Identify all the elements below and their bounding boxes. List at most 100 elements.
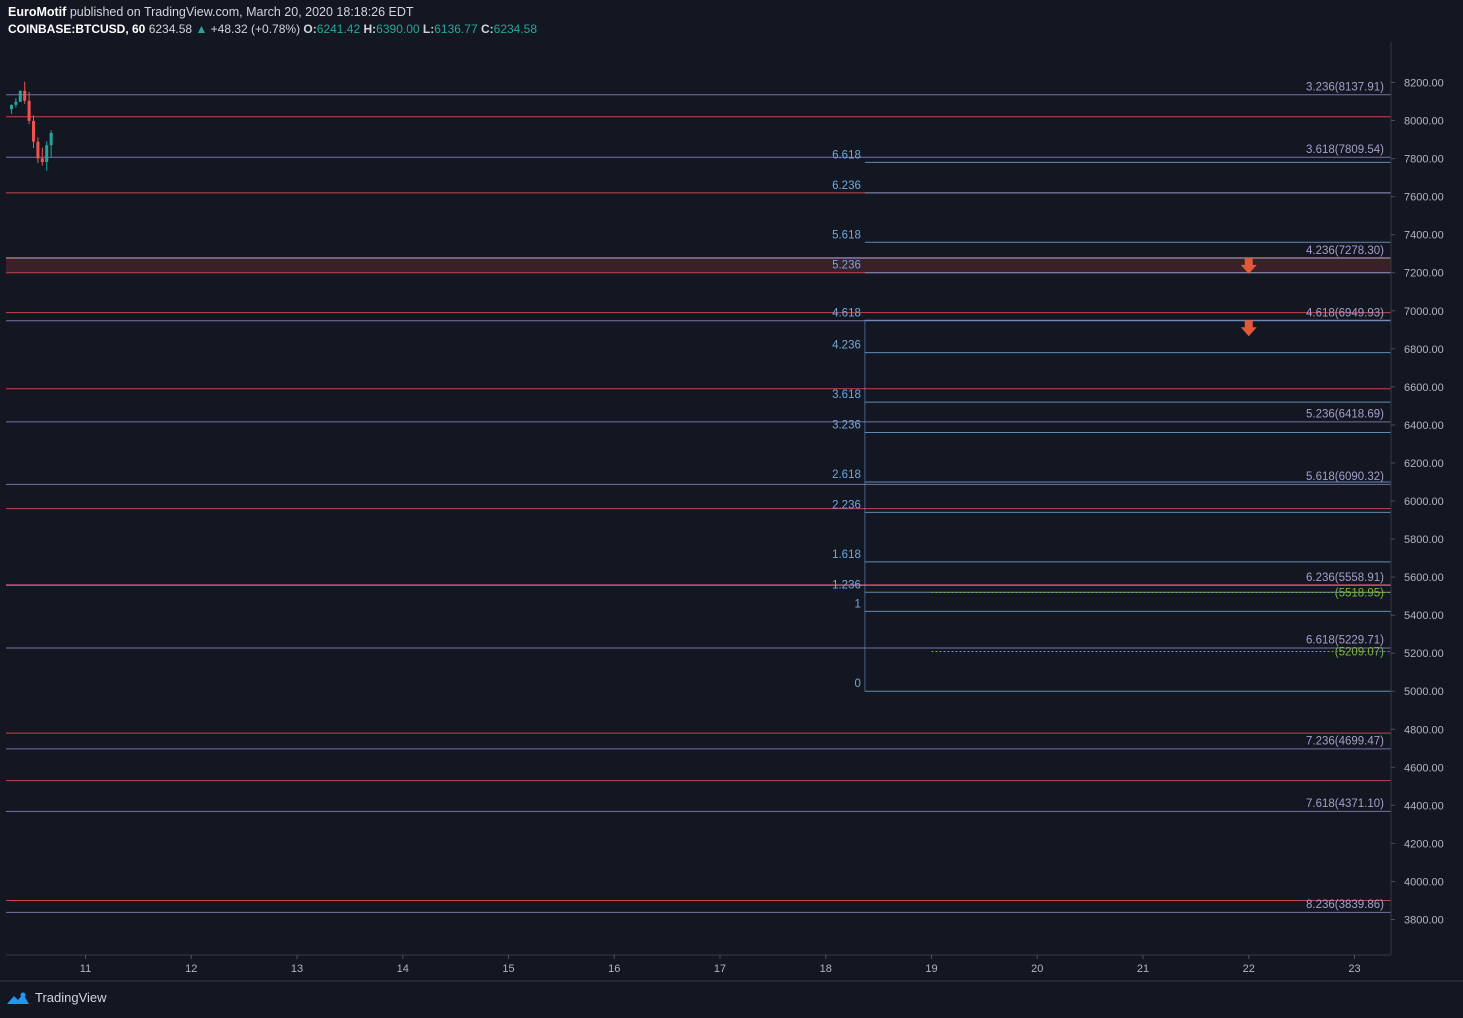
blue-fib-ratio: 1.236 xyxy=(832,579,861,591)
purple-fib-label: 3.236(8137.91) xyxy=(1306,81,1384,93)
close-value: 6234.58 xyxy=(493,22,538,36)
purple-fib-label: 4.618(6949.93) xyxy=(1306,307,1384,319)
fib-extension: 6.618 6.236 5.618 5.236 4.618 4.236 3.618 3.236… xyxy=(832,149,1391,692)
purple-fib-label: 4.236(7278.30) xyxy=(1306,245,1384,257)
green-fib-label: (5209.07) xyxy=(1335,646,1384,658)
ohlc-line: COINBASE:BTCUSD, 60 6234.58 ▲ +48.32 (+0… xyxy=(8,21,537,38)
candle-body xyxy=(27,100,31,121)
purple-fib-label: 5.618(6090.32) xyxy=(1306,471,1384,483)
x-tick-label: 17 xyxy=(714,963,726,975)
y-tick-label: 6800.00 xyxy=(1404,344,1444,356)
blue-fib-ratio: 3.236 xyxy=(832,420,861,432)
x-tick-label: 15 xyxy=(502,963,514,975)
candle-body xyxy=(45,145,49,162)
blue-fib-ratio: 0 xyxy=(854,678,860,690)
candle-body xyxy=(49,132,53,146)
x-tick-label: 22 xyxy=(1243,963,1255,975)
high-label: H: xyxy=(363,22,377,36)
blue-fib-ratio: 1.618 xyxy=(832,549,861,561)
y-tick-label: 4200.00 xyxy=(1404,838,1444,850)
y-tick-label: 6600.00 xyxy=(1404,382,1444,394)
y-tick-label: 5200.00 xyxy=(1404,648,1444,660)
candle-body xyxy=(14,101,18,105)
arrows xyxy=(1240,257,1257,337)
candle-body xyxy=(23,90,27,101)
candles xyxy=(9,81,53,171)
blue-fib-ratio: 1 xyxy=(854,598,860,610)
y-tick-label: 4000.00 xyxy=(1404,876,1444,888)
blue-fib-ratio: 2.236 xyxy=(832,499,861,511)
x-tick-label: 11 xyxy=(80,963,91,975)
blue-fib-ratio: 4.618 xyxy=(832,307,861,319)
axes: 8200.00 8000.00 7800.00 7600.00 7400.00 7200.… xyxy=(0,42,1463,982)
symbol-label[interactable]: COINBASE:BTCUSD, 60 xyxy=(8,22,146,36)
blue-fib-ratio: 5.618 xyxy=(832,229,861,241)
high-value: 6390.00 xyxy=(376,22,420,36)
down-arrow-icon xyxy=(1240,257,1257,274)
candle-body xyxy=(32,120,36,142)
y-tick-label: 5800.00 xyxy=(1404,534,1444,546)
y-tick-label: 7200.00 xyxy=(1404,268,1444,280)
chart-header: EuroMotif published on TradingView.com, … xyxy=(8,4,537,38)
y-tick-label: 7600.00 xyxy=(1404,192,1444,204)
y-tick-label: 5400.00 xyxy=(1404,610,1444,622)
y-tick-label: 8200.00 xyxy=(1404,78,1444,90)
purple-fib-label: 6.236(5558.91) xyxy=(1306,572,1384,584)
tradingview-logo-icon xyxy=(7,992,29,1004)
up-triangle-icon: ▲ xyxy=(195,22,208,36)
y-tick-label: 8000.00 xyxy=(1404,116,1444,128)
y-tick-label: 7800.00 xyxy=(1404,154,1444,166)
y-tick-label: 3800.00 xyxy=(1404,915,1444,927)
close-label: C: xyxy=(480,22,494,36)
last-price: 6234.58 xyxy=(148,22,193,36)
x-tick-label: 19 xyxy=(925,963,937,975)
x-tick-label: 13 xyxy=(291,963,303,975)
y-tick-label: 4800.00 xyxy=(1404,724,1444,736)
y-tick-label: 5600.00 xyxy=(1404,572,1444,584)
low-label: L: xyxy=(422,22,435,36)
y-tick-label: 6200.00 xyxy=(1404,458,1444,470)
purple-fib-label: 3.618(7809.54) xyxy=(1306,144,1384,156)
down-arrow-icon xyxy=(1240,320,1257,337)
y-tick-label: 7000.00 xyxy=(1404,306,1444,318)
purple-fib-label: 8.236(3839.86) xyxy=(1306,899,1384,911)
green-fib-label: (5518.95) xyxy=(1335,588,1384,600)
y-tick-label: 6000.00 xyxy=(1404,496,1444,508)
tradingview-brand[interactable]: TradingView xyxy=(35,990,107,1005)
blue-fib-ratio: 3.618 xyxy=(832,389,861,401)
blue-fib-ratio: 5.236 xyxy=(832,260,861,272)
x-tick-label: 20 xyxy=(1031,963,1043,975)
footer: TradingView xyxy=(6,990,107,1005)
candle-body xyxy=(36,141,40,159)
resistance-zone-rect xyxy=(6,257,1391,273)
open-value: 6241.42 xyxy=(316,22,361,36)
blue-fib-ratio: 6.618 xyxy=(832,149,861,161)
blue-fib-ratio: 2.618 xyxy=(832,469,861,481)
purple-fib-label: 5.236(6418.69) xyxy=(1306,408,1384,420)
x-tick-label: 23 xyxy=(1348,963,1360,975)
publisher-name[interactable]: EuroMotif xyxy=(8,5,67,19)
y-tick-label: 6400.00 xyxy=(1404,420,1444,432)
blue-fib-ratio: 4.236 xyxy=(832,340,861,352)
y-tick-label: 4400.00 xyxy=(1404,800,1444,812)
x-tick-label: 12 xyxy=(185,963,197,975)
y-tick-label: 4600.00 xyxy=(1404,762,1444,774)
published-text: published on TradingView.com, March 20, … xyxy=(69,5,414,19)
y-tick-label: 7400.00 xyxy=(1404,230,1444,242)
resistance-zone xyxy=(6,257,1391,273)
open-label: O: xyxy=(303,22,317,36)
purple-fib-label: 6.618(5229.71) xyxy=(1306,635,1384,647)
price-change: +48.32 (+0.78%) xyxy=(210,22,301,36)
fib-labels: 3.236(8137.91) 3.618(7809.54) 4.236(7278.3… xyxy=(931,81,1391,911)
publish-line: EuroMotif published on TradingView.com, … xyxy=(8,4,537,21)
purple-fib-label: 7.618(4371.10) xyxy=(1306,798,1384,810)
blue-fib-ratio: 6.236 xyxy=(832,180,861,192)
purple-fib-label: 7.236(4699.47) xyxy=(1306,735,1384,747)
x-tick-label: 18 xyxy=(820,963,832,975)
candle-body xyxy=(9,104,13,110)
x-tick-label: 14 xyxy=(397,963,409,975)
x-tick-label: 21 xyxy=(1137,963,1149,975)
horizontal-levels xyxy=(6,94,1391,913)
x-tick-label: 16 xyxy=(608,963,620,975)
